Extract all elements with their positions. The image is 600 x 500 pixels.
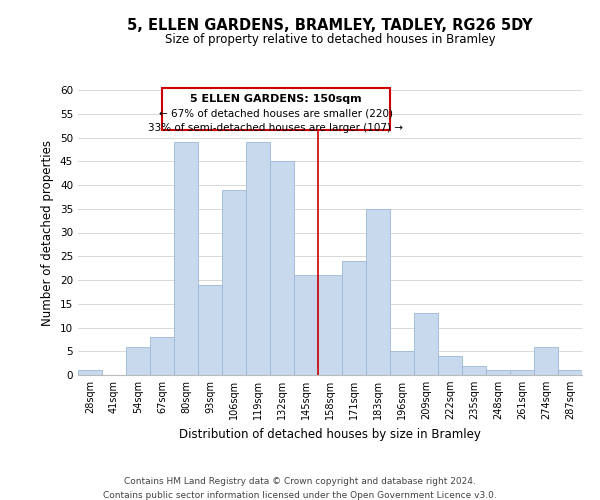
Text: Contains public sector information licensed under the Open Government Licence v3: Contains public sector information licen… [103,491,497,500]
Bar [558,370,582,375]
Bar [342,261,366,375]
Bar [78,370,102,375]
Text: Size of property relative to detached houses in Bramley: Size of property relative to detached ho… [164,32,496,46]
Text: 33% of semi-detached houses are larger (107) →: 33% of semi-detached houses are larger (… [149,123,404,133]
Bar [174,142,198,375]
Text: 5, ELLEN GARDENS, BRAMLEY, TADLEY, RG26 5DY: 5, ELLEN GARDENS, BRAMLEY, TADLEY, RG26 … [127,18,533,32]
X-axis label: Distribution of detached houses by size in Bramley: Distribution of detached houses by size … [179,428,481,440]
Bar [318,275,342,375]
Bar [462,366,486,375]
Bar [246,142,270,375]
Bar [510,370,534,375]
Bar [366,209,390,375]
Bar [414,313,438,375]
Bar [150,337,174,375]
Bar [198,285,222,375]
Bar [438,356,462,375]
Text: Contains HM Land Registry data © Crown copyright and database right 2024.: Contains HM Land Registry data © Crown c… [124,478,476,486]
Bar [270,161,294,375]
Text: ← 67% of detached houses are smaller (220): ← 67% of detached houses are smaller (22… [159,109,393,119]
Text: 5 ELLEN GARDENS: 150sqm: 5 ELLEN GARDENS: 150sqm [190,94,362,104]
Bar [390,351,414,375]
Bar [294,275,318,375]
Y-axis label: Number of detached properties: Number of detached properties [41,140,55,326]
Bar [126,346,150,375]
Bar [534,346,558,375]
Bar [486,370,510,375]
Bar [222,190,246,375]
FancyBboxPatch shape [162,88,390,130]
